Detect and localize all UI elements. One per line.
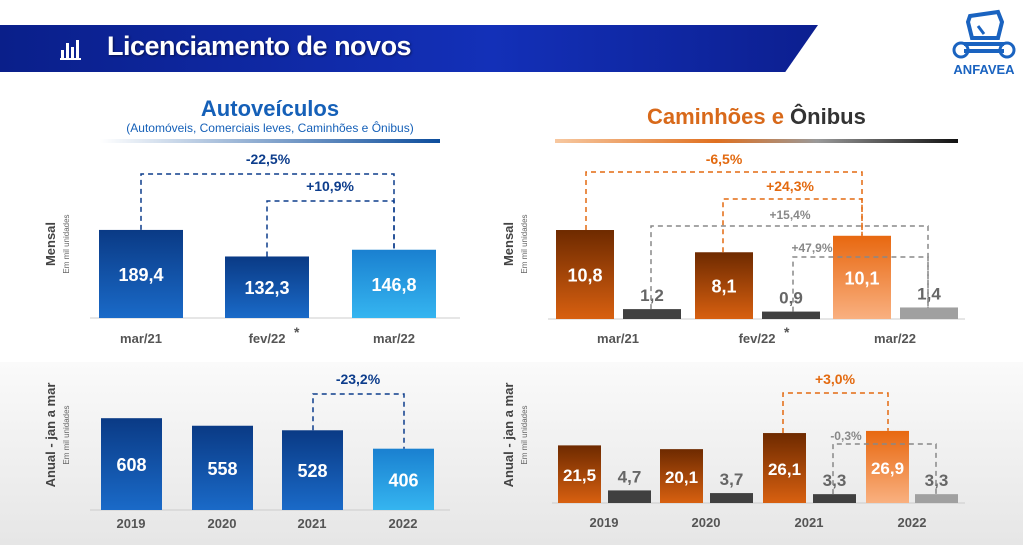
change-bracket (266, 200, 395, 257)
bar-caminhões-2020 (660, 449, 703, 503)
change-bracket (722, 198, 863, 253)
bar-value-2019 (101, 418, 162, 510)
bar-ônibus-fev/22 (762, 311, 820, 319)
bar-ônibus-2021 (813, 494, 856, 503)
y-axis-unit: Em mil unidades (62, 405, 71, 464)
bar-chart-icon (60, 40, 81, 60)
x-tick-label: 2021 (795, 515, 824, 530)
bar-value-2020 (192, 425, 253, 510)
bar-ônibus-2022 (915, 494, 958, 503)
data-label: 3,7 (720, 470, 744, 489)
svg-text:ANFAVEA: ANFAVEA (953, 62, 1015, 77)
bar-caminhões-mar/21 (556, 230, 614, 319)
x-tick-label: 2022 (898, 515, 927, 530)
change-label: -23,2% (336, 371, 381, 387)
title-banner (0, 25, 818, 72)
caminhoes-onibus-title: Caminhões e Ônibus (600, 104, 1000, 130)
bar-value-2022 (373, 448, 434, 510)
x-tick-label: fev/22 (739, 331, 776, 346)
y-axis-unit: Em mil unidades (520, 214, 529, 273)
x-tick-label: 2019 (117, 516, 146, 531)
change-label: +47,9% (791, 241, 832, 255)
change-label: +15,4% (769, 208, 810, 222)
bar-ônibus-mar/21 (623, 309, 681, 319)
data-label: 0,9 (779, 289, 803, 308)
data-label: 20,1 (665, 468, 698, 487)
autoveiculos-title: Autoveículos (200, 96, 340, 121)
caminhoes-label: Caminhões e (647, 104, 791, 129)
x-tick-label: 2020 (692, 515, 721, 530)
x-tick-label: fev/22 (249, 331, 286, 346)
bar-value-mar/21 (99, 229, 183, 318)
bar-value-fev/22 (225, 256, 309, 318)
change-bracket (585, 171, 863, 236)
x-tick-label: 2021 (298, 516, 327, 531)
data-label: 10,8 (567, 266, 602, 286)
data-label: 4,7 (618, 467, 642, 486)
bar-value-mar/22 (352, 249, 436, 318)
change-label: +24,3% (766, 178, 814, 194)
x-tick-label: mar/21 (120, 331, 162, 346)
change-bracket (782, 392, 889, 434)
change-label: +10,9% (306, 178, 354, 194)
change-label: +3,0% (815, 371, 856, 387)
data-label: 10,1 (844, 268, 879, 288)
bar-ônibus-2019 (608, 490, 651, 503)
bar-caminhões-2021 (763, 433, 806, 503)
y-axis-label: Anual - jan a mar (43, 383, 58, 488)
left-title-underline (100, 139, 440, 143)
y-axis-unit: Em mil unidades (62, 214, 71, 273)
data-label: 558 (207, 459, 237, 479)
y-axis-label: Mensal (501, 222, 516, 266)
onibus-label: Ônibus (790, 104, 866, 129)
bar-caminhões-2019 (558, 445, 601, 503)
footnote-mark: * (784, 324, 790, 340)
data-label: 1,4 (917, 284, 941, 303)
data-label: 26,1 (768, 460, 801, 479)
data-label: 1,2 (640, 286, 664, 305)
data-label: 406 (388, 470, 418, 490)
data-label: 3,3 (823, 471, 847, 490)
data-label: 189,4 (118, 265, 163, 285)
bar-caminhões-mar/22 (833, 235, 891, 319)
page-title: Licenciamento de novos (107, 31, 412, 61)
bar-ônibus-mar/22 (900, 307, 958, 319)
x-tick-label: mar/22 (373, 331, 415, 346)
y-axis-unit: Em mil unidades (520, 405, 529, 464)
data-label: 26,9 (871, 459, 904, 478)
autoveiculos-subtitle: (Automóveis, Comerciais leves, Caminhões… (126, 121, 414, 135)
data-label: 8,1 (711, 277, 736, 297)
data-label: 608 (116, 455, 146, 475)
change-label: -0,3% (830, 429, 862, 443)
bar-caminhões-2022 (866, 430, 909, 503)
x-tick-label: 2020 (208, 516, 237, 531)
y-axis-label: Mensal (43, 222, 58, 266)
x-tick-label: 2022 (389, 516, 418, 531)
x-tick-label: 2019 (590, 515, 619, 530)
footnote-mark: * (294, 324, 300, 340)
bar-caminhões-fev/22 (695, 252, 753, 319)
change-label: -22,5% (246, 151, 291, 167)
data-label: 132,3 (244, 278, 289, 298)
x-tick-label: mar/22 (874, 331, 916, 346)
y-axis-label: Anual - jan a mar (501, 383, 516, 488)
right-title-underline (555, 139, 958, 143)
change-bracket (312, 393, 405, 449)
bar-value-2021 (282, 430, 343, 510)
change-label: -6,5% (706, 151, 743, 167)
change-bracket (792, 256, 929, 312)
data-label: 528 (297, 461, 327, 481)
anfavea-logo: ANFAVEA (952, 9, 1016, 77)
data-label: 146,8 (371, 275, 416, 295)
change-bracket (832, 443, 937, 495)
data-label: 21,5 (563, 466, 596, 485)
x-tick-label: mar/21 (597, 331, 639, 346)
bar-ônibus-2020 (710, 493, 753, 503)
